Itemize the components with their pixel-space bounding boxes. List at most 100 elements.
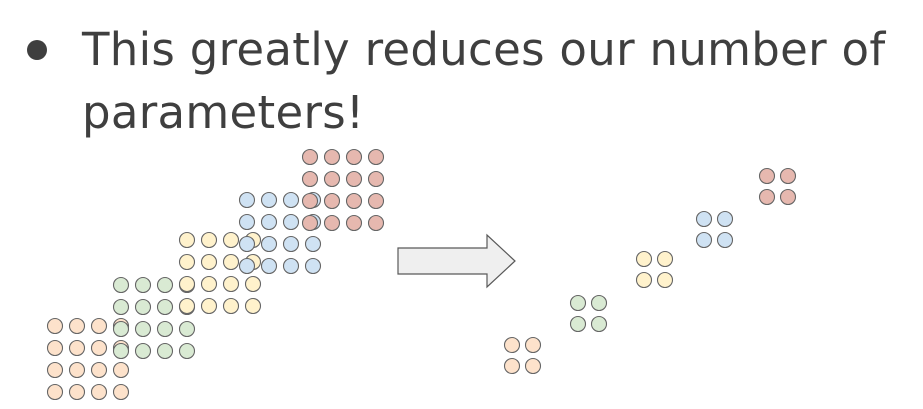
- right-red-grid: [758, 167, 797, 206]
- weight-circle: [569, 315, 587, 333]
- weight-circle: [779, 167, 797, 185]
- weight-circle: [345, 148, 363, 166]
- weight-circle: [178, 320, 196, 338]
- right-yellow-grid: [635, 250, 674, 289]
- weight-circle: [345, 192, 363, 210]
- weight-circle: [68, 317, 86, 335]
- weight-circle: [112, 383, 130, 401]
- weight-circle: [301, 170, 319, 188]
- weight-circle: [178, 231, 196, 249]
- weight-circle: [178, 342, 196, 360]
- weight-circle: [200, 231, 218, 249]
- weight-circle: [46, 383, 64, 401]
- weight-circle: [222, 297, 240, 315]
- weight-circle: [90, 339, 108, 357]
- weight-circle: [178, 297, 196, 315]
- bullet-text: This greatly reduces our number of param…: [82, 23, 886, 139]
- weight-circle: [758, 188, 776, 206]
- weight-circle: [244, 297, 262, 315]
- right-shared-grids: [503, 167, 797, 375]
- weight-circle: [46, 317, 64, 335]
- weight-circle: [569, 294, 587, 312]
- weight-circle: [134, 298, 152, 316]
- arrow-icon: [397, 233, 516, 289]
- weight-circle: [222, 253, 240, 271]
- weight-circle: [238, 191, 256, 209]
- weight-circle: [244, 275, 262, 293]
- left-orange-grid: [46, 317, 130, 401]
- weight-circle: [282, 191, 300, 209]
- weight-circle: [323, 170, 341, 188]
- weight-circle: [156, 276, 174, 294]
- weight-circle: [716, 210, 734, 228]
- weight-circle: [282, 235, 300, 253]
- weight-circle: [716, 231, 734, 249]
- weight-circle: [367, 192, 385, 210]
- weight-circle: [367, 148, 385, 166]
- weight-circle: [503, 357, 521, 375]
- weight-circle: [301, 148, 319, 166]
- weight-circle: [304, 235, 322, 253]
- weight-circle: [134, 342, 152, 360]
- weight-circle: [46, 361, 64, 379]
- weight-circle: [323, 192, 341, 210]
- weight-circle: [222, 231, 240, 249]
- weight-circle: [590, 294, 608, 312]
- weight-circle: [46, 339, 64, 357]
- weight-circle: [304, 257, 322, 275]
- weight-circle: [282, 257, 300, 275]
- weight-circle: [260, 213, 278, 231]
- weight-circle: [635, 271, 653, 289]
- weight-circle: [282, 213, 300, 231]
- left-weight-grids: [46, 148, 385, 401]
- weight-circle: [112, 342, 130, 360]
- weight-circle: [68, 339, 86, 357]
- weight-circle: [758, 167, 776, 185]
- weight-circle: [345, 214, 363, 232]
- weight-circle: [367, 170, 385, 188]
- weight-circle: [156, 320, 174, 338]
- weight-circle: [524, 357, 542, 375]
- bullet-dot: [27, 40, 47, 60]
- weight-circle: [503, 336, 521, 354]
- weight-circle: [635, 250, 653, 268]
- weight-circle: [200, 253, 218, 271]
- weight-circle: [112, 361, 130, 379]
- weight-circle: [260, 191, 278, 209]
- weight-circle: [178, 253, 196, 271]
- weight-circle: [68, 361, 86, 379]
- weight-circle: [222, 275, 240, 293]
- weight-circle: [590, 315, 608, 333]
- weight-circle: [779, 188, 797, 206]
- weight-circle: [134, 276, 152, 294]
- right-green-grid: [569, 294, 608, 333]
- weight-circle: [238, 235, 256, 253]
- weight-circle: [156, 298, 174, 316]
- weight-circle: [90, 317, 108, 335]
- weight-circle: [260, 235, 278, 253]
- right-orange-grid: [503, 336, 542, 375]
- weight-circle: [200, 275, 218, 293]
- weight-circle: [695, 210, 713, 228]
- weight-circle: [656, 271, 674, 289]
- weight-circle: [200, 297, 218, 315]
- weight-circle: [656, 250, 674, 268]
- left-red-grid: [301, 148, 385, 232]
- weight-circle: [178, 275, 196, 293]
- weight-circle: [134, 320, 152, 338]
- weight-circle: [260, 257, 278, 275]
- weight-circle: [323, 214, 341, 232]
- weight-circle: [90, 383, 108, 401]
- weight-circle: [112, 276, 130, 294]
- weight-circle: [68, 383, 86, 401]
- weight-circle: [90, 361, 108, 379]
- weight-circle: [156, 342, 174, 360]
- weight-circle: [301, 192, 319, 210]
- weight-circle: [345, 170, 363, 188]
- weight-circle: [367, 214, 385, 232]
- left-yellow-grid: [178, 231, 262, 315]
- weight-circle: [323, 148, 341, 166]
- weight-circle: [524, 336, 542, 354]
